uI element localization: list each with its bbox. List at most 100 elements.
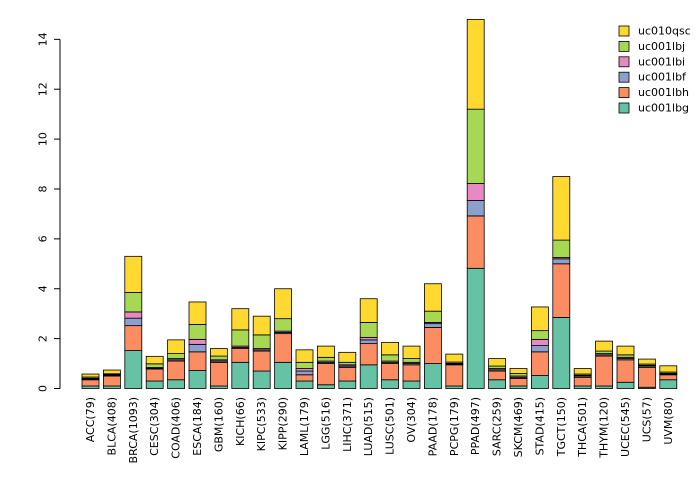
x-tick-label: ACC(79) (84, 397, 97, 442)
bar-stack-lgg (316, 345, 335, 389)
bar-segment-uc001lbj (552, 239, 571, 258)
bar-segment-uc010qsc (509, 368, 528, 374)
bars (81, 18, 678, 389)
bar-segment-uc001lbh (595, 355, 613, 387)
bar-segment-uc001lbj (209, 355, 228, 361)
legend-swatch (618, 56, 630, 68)
x-tick-label: SKCM(469) (512, 397, 525, 457)
bar-stack-ucs (638, 358, 656, 389)
x-tick-label: BRCA(1093) (127, 397, 140, 463)
bar-stack-kipc (252, 315, 271, 389)
x-tick-label: STAD(415) (533, 397, 546, 455)
bar-segment-uc010qsc (316, 345, 335, 358)
legend-swatch (618, 102, 630, 114)
bar-segment-uc001lbj (167, 353, 186, 359)
x-tick-label: CESC(304) (148, 397, 161, 456)
legend-label: uc001lbh (638, 86, 689, 99)
bar-segment-uc001lbg (274, 361, 293, 389)
x-tick-label: PAAD(178) (426, 397, 439, 456)
bar-segment-uc001lbh (338, 366, 357, 382)
bar-segment-uc010qsc (466, 18, 485, 110)
x-tick-label: LIHC(371) (341, 397, 354, 452)
x-tick-label: PCPG(179) (448, 397, 461, 456)
bar-segment-uc010qsc (445, 353, 464, 363)
bar-segment-uc010qsc (359, 298, 378, 323)
legend-item-uc010qsc: uc010qsc (618, 25, 691, 38)
bar-stack-uvm (659, 365, 678, 389)
bar-segment-uc001lbg (466, 267, 485, 389)
bar-segment-uc001lbg (145, 380, 164, 389)
bar-stack-cesc (145, 355, 164, 389)
bar-segment-uc001lbg (338, 380, 357, 389)
bar-segment-uc010qsc (209, 348, 228, 357)
bar-segment-uc010qsc (423, 283, 442, 312)
bar-segment-uc001lbg (616, 381, 635, 389)
bar-stack-tgct (552, 176, 571, 389)
bar-segment-uc001lbj (359, 322, 378, 338)
bar-segment-uc010qsc (103, 369, 121, 375)
legend-label: uc001lbi (638, 55, 685, 68)
x-tick-label: THYM(120) (598, 397, 611, 459)
bar-segment-uc001lbg (295, 380, 314, 389)
bar-segment-uc001lbj (252, 334, 271, 349)
legend-swatch (618, 87, 630, 98)
bar-segment-uc001lbh (231, 348, 250, 363)
bar-stack-kich (231, 308, 250, 389)
y-tick-label: 4 (37, 285, 50, 292)
legend-item-uc001lbi: uc001lbi (618, 55, 685, 68)
y-axis: 0 2 4 6 8 10 12 14 (37, 32, 61, 392)
bar-stack-skcm (509, 368, 528, 389)
x-tick-label: LUAD(515) (362, 397, 375, 456)
bar-segment-uc001lbg (167, 379, 186, 389)
bar-segment-uc001lbg (359, 364, 378, 389)
bar-stack-paad (423, 283, 442, 389)
bar-segment-uc001lbi (188, 338, 207, 345)
legend-swatch (618, 71, 630, 83)
bar-segment-uc001lbg (231, 361, 250, 389)
bar-segment-uc001lbj (231, 329, 250, 347)
y-tick-label: 0 (37, 385, 50, 392)
x-tick-label: ESCA(184) (191, 397, 204, 456)
bar-segment-uc001lbf (124, 317, 143, 327)
bar-segment-uc010qsc (338, 351, 357, 363)
bar-segment-uc001lbf (188, 343, 207, 353)
bar-segment-uc010qsc (638, 358, 656, 365)
bar-segment-uc001lbh (488, 370, 507, 381)
bar-segment-uc001lbi (466, 183, 485, 201)
bar-segment-uc001lbh (316, 363, 335, 386)
bar-segment-uc010qsc (231, 308, 250, 331)
bar-segment-uc010qsc (595, 340, 613, 352)
bar-segment-uc010qsc (488, 358, 507, 367)
x-tick-label: PPAD(497) (469, 397, 482, 455)
bar-segment-uc001lbg (423, 363, 442, 389)
x-tick-label: KICH(66) (234, 397, 247, 446)
legend-swatch (618, 41, 630, 52)
bar-segment-uc001lbj (402, 358, 421, 363)
x-tick-label: UVM(80) (662, 397, 675, 445)
bar-segment-uc001lbh (124, 325, 143, 351)
x-tick-label: THCA(501) (576, 397, 589, 458)
bar-segment-uc001lbh (638, 366, 656, 388)
bar-segment-uc001lbg (402, 380, 421, 389)
legend-item-uc001lbj: uc001lbj (618, 40, 685, 53)
x-tick-label: BLCA(408) (105, 397, 118, 455)
bar-stack-lihc (338, 351, 357, 389)
bar-stack-lusc (381, 341, 400, 389)
legend-label: uc001lbg (638, 102, 689, 115)
bar-segment-uc010qsc (381, 341, 400, 356)
bar-segment-uc010qsc (295, 349, 314, 363)
bar-stack-ucec (616, 345, 635, 389)
legend-label: uc010qsc (638, 25, 691, 38)
bar-segment-uc001lbh (445, 364, 464, 387)
bar-segment-uc010qsc (81, 373, 100, 378)
bar-segment-uc001lbh (659, 374, 678, 381)
bar-segment-uc001lbh (359, 343, 378, 366)
bar-segment-uc001lbh (531, 351, 549, 376)
bar-segment-uc001lbg (531, 375, 549, 389)
bar-segment-uc001lbf (295, 370, 314, 376)
bar-segment-uc001lbf (423, 323, 442, 328)
bar-segment-uc001lbj (145, 363, 164, 368)
bar-segment-uc001lbj (466, 108, 485, 184)
bar-segment-uc001lbh (509, 378, 528, 387)
bar-segment-uc010qsc (167, 339, 186, 354)
